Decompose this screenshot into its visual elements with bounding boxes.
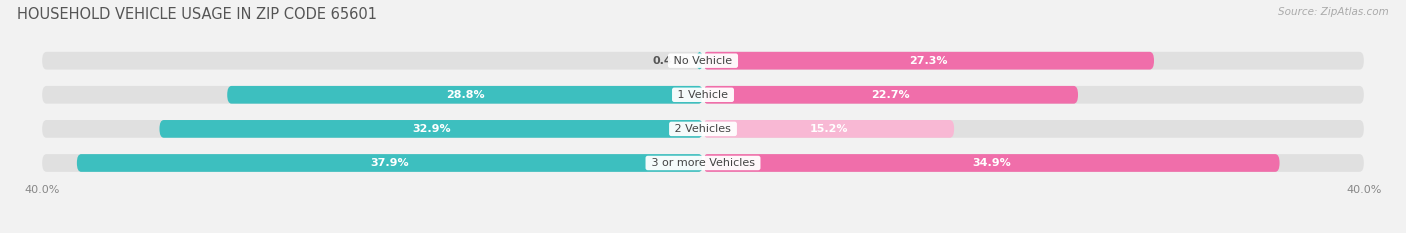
FancyBboxPatch shape: [703, 86, 1078, 104]
FancyBboxPatch shape: [703, 86, 1364, 104]
FancyBboxPatch shape: [703, 120, 1364, 138]
FancyBboxPatch shape: [77, 154, 703, 172]
Text: 28.8%: 28.8%: [446, 90, 485, 100]
Text: 15.2%: 15.2%: [810, 124, 848, 134]
FancyBboxPatch shape: [703, 52, 1364, 70]
FancyBboxPatch shape: [696, 52, 703, 70]
FancyBboxPatch shape: [42, 154, 703, 172]
FancyBboxPatch shape: [159, 120, 703, 138]
Text: 1 Vehicle: 1 Vehicle: [675, 90, 731, 100]
FancyBboxPatch shape: [703, 52, 1154, 70]
FancyBboxPatch shape: [42, 52, 703, 70]
Text: 37.9%: 37.9%: [371, 158, 409, 168]
Text: Source: ZipAtlas.com: Source: ZipAtlas.com: [1278, 7, 1389, 17]
Text: 0.41%: 0.41%: [652, 56, 692, 66]
Text: No Vehicle: No Vehicle: [671, 56, 735, 66]
Text: 27.3%: 27.3%: [910, 56, 948, 66]
Text: 32.9%: 32.9%: [412, 124, 450, 134]
FancyBboxPatch shape: [703, 154, 1279, 172]
Text: 22.7%: 22.7%: [872, 90, 910, 100]
FancyBboxPatch shape: [703, 154, 1364, 172]
FancyBboxPatch shape: [703, 120, 955, 138]
Text: 3 or more Vehicles: 3 or more Vehicles: [648, 158, 758, 168]
Text: HOUSEHOLD VEHICLE USAGE IN ZIP CODE 65601: HOUSEHOLD VEHICLE USAGE IN ZIP CODE 6560…: [17, 7, 377, 22]
FancyBboxPatch shape: [42, 120, 703, 138]
FancyBboxPatch shape: [228, 86, 703, 104]
Text: 34.9%: 34.9%: [972, 158, 1011, 168]
Text: 2 Vehicles: 2 Vehicles: [671, 124, 735, 134]
FancyBboxPatch shape: [42, 86, 703, 104]
